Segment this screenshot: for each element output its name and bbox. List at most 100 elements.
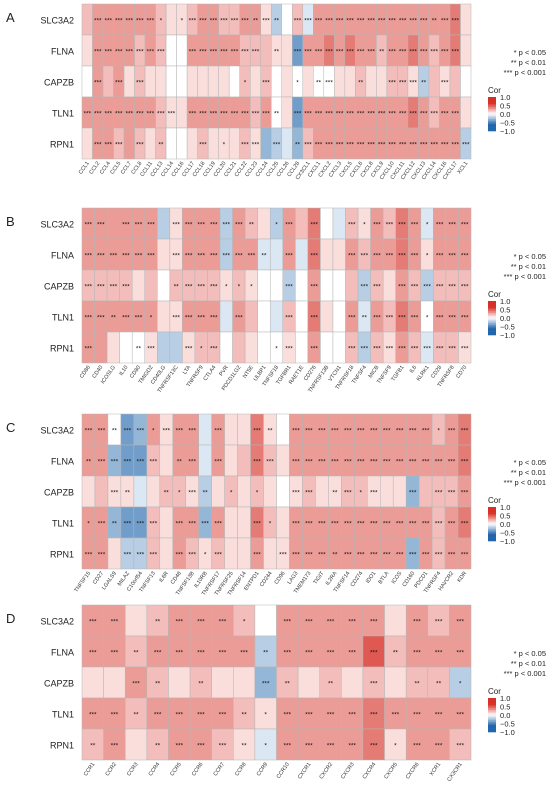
colorbar-segment [488,110,496,113]
heatmap-cell [237,475,251,508]
significance-mark: *** [383,521,391,528]
colorbar-tick: 0.0 [500,110,510,119]
significance-mark: *** [111,459,119,466]
significance-mark: ** [432,18,438,25]
colorbar-segment [488,713,496,716]
significance-mark: *** [318,459,326,466]
significance-mark: *** [409,111,417,118]
significance-mark: *** [135,253,143,260]
colorbar-segment [488,331,496,334]
significance-mark: *** [104,111,112,118]
significance-mark: *** [150,521,158,528]
significance-mark: ** [274,18,280,25]
significance-mark: * [363,222,366,229]
column-label: IL10 [118,365,129,377]
heatmap-cell [345,269,359,302]
significance-mark: *** [370,521,378,528]
significance-mark: *** [413,743,421,750]
significance-mark: *** [115,142,123,149]
heatmap-cell [169,331,183,364]
significance-mark: *** [370,428,378,435]
colorbar-segment [488,728,496,731]
heatmap-cell [254,604,277,637]
heatmap-cell [228,65,240,98]
significance-mark: *** [388,142,396,149]
colorbar-segment [488,119,496,122]
significance-mark: *** [214,521,222,528]
significance-mark: *** [422,521,430,528]
colorbar-segment [488,314,496,317]
heatmap-cell [332,300,346,333]
significance-mark: *** [346,49,354,56]
heatmap-cell [81,3,93,36]
row-label: SLC3A2 [40,220,74,230]
significance-mark: *** [420,49,428,56]
colorbar-segment [488,706,496,709]
significance-mark: *** [253,428,261,435]
significance-mark: *** [373,253,381,260]
colorbar-segment [488,539,496,542]
significance-mark: *** [214,428,222,435]
significance-mark: *** [398,346,406,353]
significance-mark: *** [367,142,375,149]
significance-mark: *** [84,315,92,322]
heatmap-cell [334,65,346,98]
significance-mark: ** [198,681,204,688]
heatmap-cell [365,65,377,98]
colorbar-segment [488,302,496,305]
heatmap-cell [144,269,158,302]
significance-mark: *** [231,18,239,25]
heatmap-cell [144,65,156,98]
significance-mark: * [250,284,253,291]
significance-mark: *** [253,459,261,466]
significance-mark: *** [399,142,407,149]
significance-mark: *** [284,712,292,719]
significance-mark: *** [84,284,92,291]
colorbar-tick: −1.0 [500,127,515,136]
colorbar-segment [488,328,496,331]
significance-mark: *** [210,49,218,56]
colorbar-segment [488,525,496,528]
colorbar-segment [488,112,496,115]
heatmap-cell [107,537,122,570]
significance-mark: *** [284,619,292,626]
significance-mark: *** [409,80,417,87]
colorbar-title: Cor [488,496,501,505]
heatmap-cell [379,475,394,508]
colorbar-tick: 0.0 [500,520,510,529]
heatmap-cell [295,238,309,271]
significance-mark: ** [177,459,183,466]
significance-mark: *** [399,49,407,56]
significance-mark: *** [456,712,464,719]
significance-legend-item: ** p < 0.01 [511,262,546,271]
row-label: RPN1 [50,550,74,560]
significance-mark: *** [104,49,112,56]
significance-mark: *** [423,346,431,353]
significance-mark: *** [292,490,300,497]
colorbar-segment [488,711,496,714]
colorbar-segment [488,726,496,729]
significance-mark: *** [210,222,218,229]
colorbar-tick: −0.5 [500,323,515,332]
heatmap-cell [81,127,93,160]
colorbar-segment [488,507,496,509]
significance-mark: *** [435,619,443,626]
colorbar-tick: 0.5 [500,102,510,111]
colorbar-segment [488,114,496,116]
heatmap-cell [260,127,272,160]
significance-mark: *** [219,743,227,750]
heatmap-cell [176,96,188,129]
colorbar-segment [488,324,496,327]
significance-mark: *** [172,315,180,322]
significance-mark: *** [327,743,335,750]
significance-mark: *** [357,111,365,118]
significance-mark: *** [396,521,404,528]
colorbar-tick: 1.0 [500,503,510,512]
significance-mark: *** [344,428,352,435]
significance-mark: *** [189,18,197,25]
heatmap-cell [281,65,293,98]
significance-mark: *** [115,111,123,118]
heatmap-cell [237,537,251,570]
significance-mark: *** [235,315,243,322]
significance-mark: *** [262,111,270,118]
